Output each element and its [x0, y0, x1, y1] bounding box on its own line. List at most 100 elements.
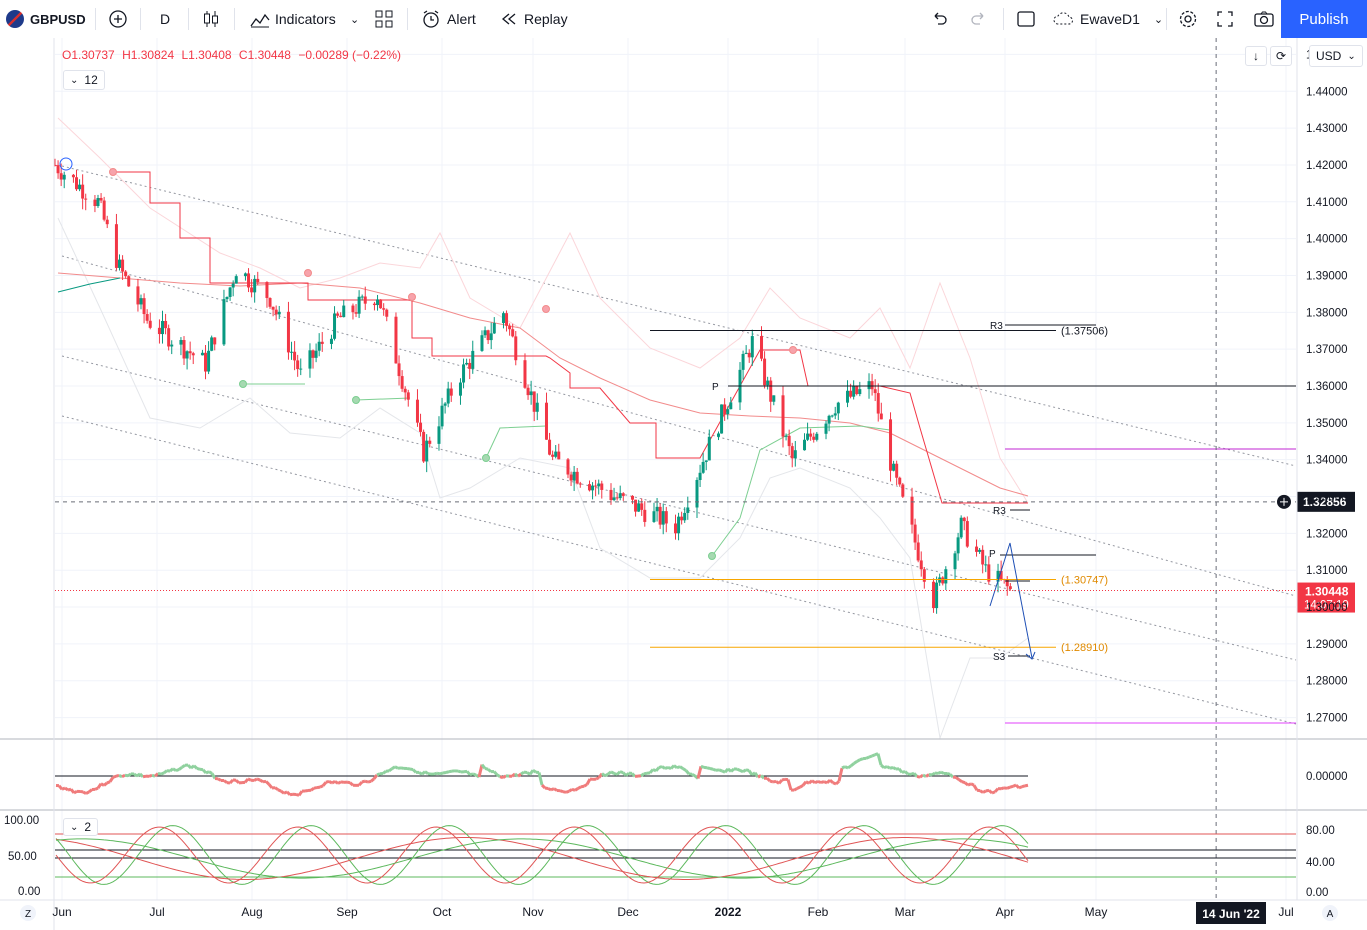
stoch-indicators-toggle[interactable]: ⌄ 2 — [63, 818, 99, 836]
osc-segment — [856, 758, 861, 763]
trailing-stop-marker — [239, 380, 247, 388]
replay-button[interactable]: Replay — [500, 0, 568, 38]
candle-body — [855, 386, 859, 395]
osc-segment — [153, 772, 160, 778]
osc-segment — [625, 771, 630, 777]
osc-segment — [445, 770, 450, 774]
auto-scale-button[interactable]: ⟳ — [1270, 46, 1292, 66]
candle-body — [551, 454, 555, 457]
candle-body — [781, 395, 785, 437]
time-label: Mar — [895, 905, 916, 919]
chevron-down-icon: ⌄ — [70, 821, 79, 833]
publish-button[interactable]: Publish — [1281, 0, 1367, 38]
osc-segment — [910, 771, 915, 776]
candle-body — [394, 316, 398, 364]
osc-segment — [837, 767, 844, 782]
osc-segment — [280, 789, 285, 795]
time-label: 2022 — [715, 905, 742, 919]
stoch-k-fast — [55, 825, 1029, 885]
indicators-toggle[interactable]: ⌄ 12 — [63, 70, 105, 90]
osc-segment — [721, 769, 726, 774]
auto-button[interactable] — [1322, 905, 1338, 921]
osc-segment — [181, 764, 186, 769]
osc-segment — [547, 787, 552, 792]
osc-segment — [228, 778, 235, 785]
candle-body — [372, 303, 376, 306]
candle-body — [437, 426, 441, 444]
alert-button[interactable]: Alert — [421, 0, 476, 38]
candle-body — [81, 184, 85, 199]
osc-segment — [480, 763, 487, 770]
osc-segment — [640, 772, 645, 777]
osc-segment — [274, 786, 279, 791]
time-label: Jul — [1278, 905, 1293, 919]
osc-segment — [876, 753, 883, 766]
price-tick-label: 1.37000 — [1306, 344, 1348, 356]
crosshair-date-badge — [1196, 902, 1266, 924]
interval-button[interactable]: D — [160, 11, 171, 27]
candle-body — [544, 402, 548, 440]
candle-body — [962, 517, 966, 522]
timezone-button[interactable] — [20, 905, 36, 921]
osc-segment — [972, 784, 979, 792]
candle-body — [919, 560, 923, 570]
osc-segment — [643, 771, 648, 776]
undo-button[interactable] — [930, 0, 948, 38]
osc-segment — [1014, 783, 1021, 789]
candle-body — [188, 351, 192, 354]
compare-button[interactable] — [108, 0, 128, 38]
candle-body — [339, 315, 343, 318]
screenshot-button[interactable] — [1253, 0, 1275, 38]
candle-body — [336, 313, 340, 316]
osc-segment — [712, 767, 717, 772]
candle-body — [142, 298, 146, 315]
indicators-dropdown[interactable]: ⌄ — [350, 0, 359, 38]
candle-body — [612, 497, 616, 501]
candle-body — [59, 173, 63, 180]
currency-select[interactable]: USD ⌄ — [1309, 45, 1363, 67]
osc-segment — [964, 781, 969, 787]
osc-segment — [777, 778, 784, 785]
candle-body — [253, 278, 257, 293]
layout-menu[interactable]: EwaveD1 ⌄ — [1052, 0, 1163, 38]
candle-body — [772, 395, 776, 402]
redo-button[interactable] — [970, 0, 988, 38]
osc-segment — [136, 772, 141, 778]
osc-segment — [988, 789, 993, 795]
candle-body — [415, 399, 419, 423]
candle-body — [913, 524, 917, 543]
settings-button[interactable] — [1178, 0, 1198, 38]
chart-type-button[interactable] — [202, 0, 220, 38]
osc-segment — [577, 785, 582, 790]
fullscreen-select-button[interactable] — [1016, 0, 1036, 38]
osc-segment — [993, 787, 1000, 793]
scroll-down-button[interactable]: ↓ — [1245, 46, 1267, 66]
candle-body — [446, 388, 450, 404]
candle-body — [311, 350, 315, 358]
candle-body — [741, 353, 745, 370]
candle-body — [569, 474, 573, 481]
osc-segment — [844, 765, 849, 770]
osc-segment — [805, 780, 810, 785]
osc-segment — [190, 764, 195, 770]
layouts-button[interactable] — [375, 0, 393, 38]
osc-segment — [745, 768, 750, 772]
candle-body — [296, 360, 300, 370]
osc-segment — [961, 780, 966, 785]
fullscreen-button[interactable] — [1216, 0, 1234, 38]
osc-segment — [601, 772, 606, 778]
top-toolbar: GBPUSD D Indicators ⌄ Alert Replay Ewave… — [0, 0, 1367, 39]
chart-canvas[interactable]: R3 (1.37506) P R3 P (1.30747) S3 (1.28910) 1.328… — [0, 38, 1367, 930]
symbol-search[interactable]: GBPUSD — [6, 0, 86, 38]
alarm-clock-icon — [423, 10, 439, 28]
osc-segment — [337, 780, 342, 785]
indicators-button[interactable]: Indicators — [249, 0, 336, 38]
osc-segment — [1009, 784, 1014, 789]
candle-body — [161, 320, 165, 335]
osc-segment — [886, 765, 891, 770]
plus-icon — [1280, 497, 1288, 506]
osc-segment — [621, 771, 628, 777]
chevron-down-icon: ⌄ — [1347, 50, 1356, 62]
osc-segment — [607, 770, 612, 776]
osc-segment — [192, 764, 199, 770]
